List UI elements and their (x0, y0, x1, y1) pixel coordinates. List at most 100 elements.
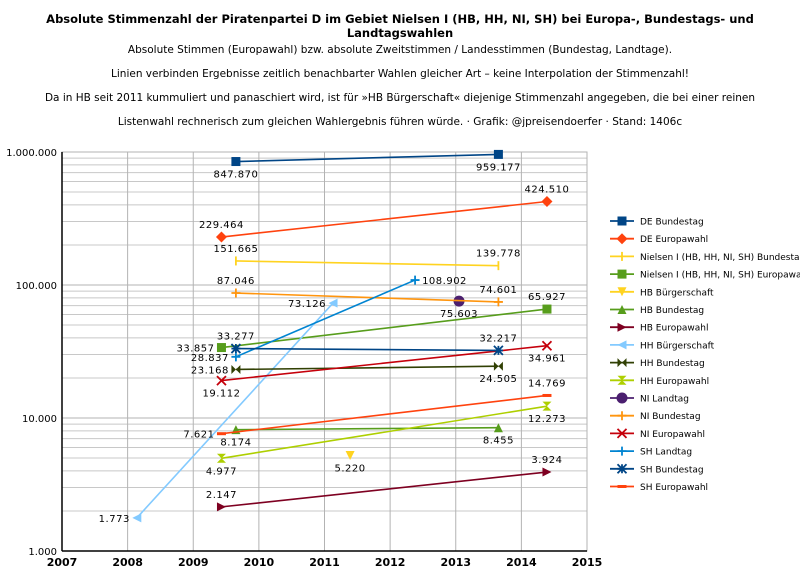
series-hb-europawahl: 2.147 3.924 (206, 455, 562, 512)
data-point-marker (410, 275, 420, 285)
data-label: 34.961 (528, 354, 566, 365)
legend-marker (617, 322, 627, 332)
data-label: 65.927 (528, 292, 566, 303)
legend-label: HB Europawahl (640, 324, 709, 334)
x-tick-label: 2009 (178, 556, 209, 569)
legend-label: HH Europawahl (640, 377, 709, 387)
legend-item: SH Landtag (610, 446, 692, 458)
x-tick-label: 2013 (440, 556, 471, 569)
series-hh-b-rgerschaft: 1.773 73.126 (99, 298, 338, 525)
series-line (221, 405, 548, 460)
data-point-marker (230, 343, 242, 354)
data-point-marker (216, 343, 226, 353)
series-line (235, 260, 499, 267)
data-point-marker (345, 451, 355, 461)
chart-subtitle-line: Linien verbinden Ergebnisse zeitlich ben… (111, 68, 689, 80)
series-line (221, 344, 548, 382)
data-point-marker (493, 149, 503, 159)
data-label: 5.220 (335, 464, 366, 475)
series-de-europawahl: 229.464 424.510 (199, 184, 570, 243)
data-label: 32.217 (479, 333, 517, 344)
legend-marker (616, 392, 628, 404)
data-label: 14.769 (528, 378, 566, 389)
legend-label: SH Europawahl (640, 483, 708, 493)
series-hb-bundestag: 8.174 8.455 (220, 423, 514, 449)
data-point-marker (231, 157, 241, 167)
chart-title: Absolute Stimmenzahl der Piratenpartei D… (46, 12, 754, 40)
data-label: 12.273 (528, 414, 566, 425)
chart-subtitle-line: Da in HB seit 2011 kummuliert und panasc… (44, 92, 756, 104)
series-line (235, 153, 499, 163)
data-point-marker (231, 288, 241, 298)
data-point-marker (493, 423, 503, 433)
series-line (235, 347, 499, 352)
legend-label: Nielsen I (HB, HH, NI, SH) Bundestag (640, 253, 800, 263)
data-point-marker (493, 361, 503, 371)
legend-marker (617, 305, 627, 314)
legend-marker (617, 216, 627, 226)
legend-label: DE Europawahl (640, 235, 708, 245)
legend-item: NI Landtag (610, 392, 689, 405)
series-line (235, 292, 499, 303)
series-sh-landtag: 28.837 108.902 (191, 275, 467, 364)
y-tick-label: 10.000 (22, 414, 57, 425)
data-label: 139.778 (476, 249, 521, 260)
series-line (235, 426, 499, 431)
data-label: 7.621 (183, 430, 214, 441)
data-label: 75.603 (440, 309, 478, 320)
legend-item: NI Bundestag (610, 411, 701, 422)
data-label: 424.510 (525, 184, 570, 195)
legend-marker (617, 446, 627, 456)
legend-marker (617, 375, 627, 385)
legend-item: HH Bundestag (610, 358, 705, 369)
x-tick-label: 2008 (112, 556, 143, 569)
data-point-marker (231, 364, 241, 374)
legend-label: NI Landtag (640, 395, 689, 405)
data-point-marker (215, 231, 227, 243)
legend-label: HH Bürgerschaft (640, 341, 715, 351)
data-point-marker (541, 195, 553, 207)
data-point-marker (542, 467, 552, 477)
data-label: 151.665 (213, 244, 258, 255)
legend-label: HB Bundestag (640, 306, 704, 316)
legend-item: Nielsen I (HB, HH, NI, SH) Bundestag (610, 251, 800, 263)
series-line (221, 308, 548, 349)
legend-marker (616, 463, 628, 474)
series-line (235, 365, 499, 371)
data-label: 33.857 (176, 344, 214, 355)
legend-marker (616, 428, 628, 439)
data-point-marker (216, 375, 227, 386)
series-sh-europawahl: 7.621 14.769 (183, 378, 566, 441)
data-label: 1.773 (99, 514, 130, 525)
data-point-marker (216, 502, 226, 512)
x-tick-label: 2015 (572, 556, 603, 569)
data-label: 847.870 (213, 170, 258, 181)
legend-label: Nielsen I (HB, HH, NI, SH) Europawahl (640, 271, 800, 281)
legend-item: HH Europawahl (610, 375, 709, 387)
data-label: 8.174 (220, 438, 251, 449)
legend-label: SH Bundestag (640, 465, 704, 475)
data-point-marker (542, 401, 552, 411)
legend-item: NI Europawahl (610, 428, 705, 440)
series-line (221, 394, 548, 435)
legend-item: SH Europawahl (610, 483, 708, 493)
series-de-bundestag: 847.870 959.177 (213, 149, 520, 181)
data-label: 108.902 (422, 276, 467, 287)
data-label: 8.455 (483, 436, 514, 447)
data-point-marker (328, 298, 338, 308)
legend-marker (617, 411, 627, 421)
series-nielsen-i-hb-hh-ni-sh-europawahl: 33.857 65.927 (176, 292, 566, 355)
legend-marker (617, 340, 627, 350)
series-ni-bundestag: 87.046 74.601 (217, 276, 517, 307)
legend-marker (617, 287, 627, 297)
legend-item: HB Europawahl (610, 322, 709, 334)
legend-label: NI Bundestag (640, 412, 701, 422)
chart-subtitle-line: Absolute Stimmen (Europawahl) bzw. absol… (127, 44, 673, 56)
legend-marker (617, 269, 627, 279)
data-label: 33.277 (217, 332, 255, 343)
data-label: 19.112 (202, 389, 240, 400)
data-point-marker (542, 304, 552, 314)
legend-label: DE Bundestag (640, 218, 704, 228)
